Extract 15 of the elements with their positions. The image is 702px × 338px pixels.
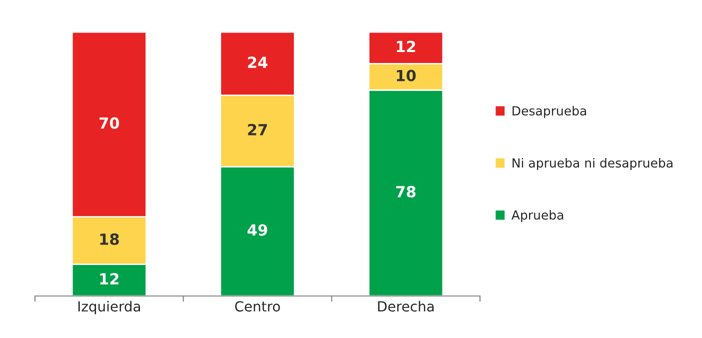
data-label: 70 [100,117,120,129]
data-label: 10 [396,70,416,82]
x-tick-label: Derecha [378,300,434,312]
data-label: 24 [248,56,268,68]
data-label: 18 [100,233,119,245]
data-label: 78 [396,186,416,198]
data-label: 27 [248,124,267,136]
x-tick-label: Centro [235,301,280,312]
legend-label: Desaprueba [512,106,586,118]
data-label: 49 [248,224,268,236]
x-tick-label: Izquierda [78,300,140,314]
data-label: 12 [100,273,118,284]
legend-label: Ni aprueba ni desaprueba [512,158,672,170]
data-label: 12 [396,40,416,52]
legend-label: Aprueba [512,210,564,222]
